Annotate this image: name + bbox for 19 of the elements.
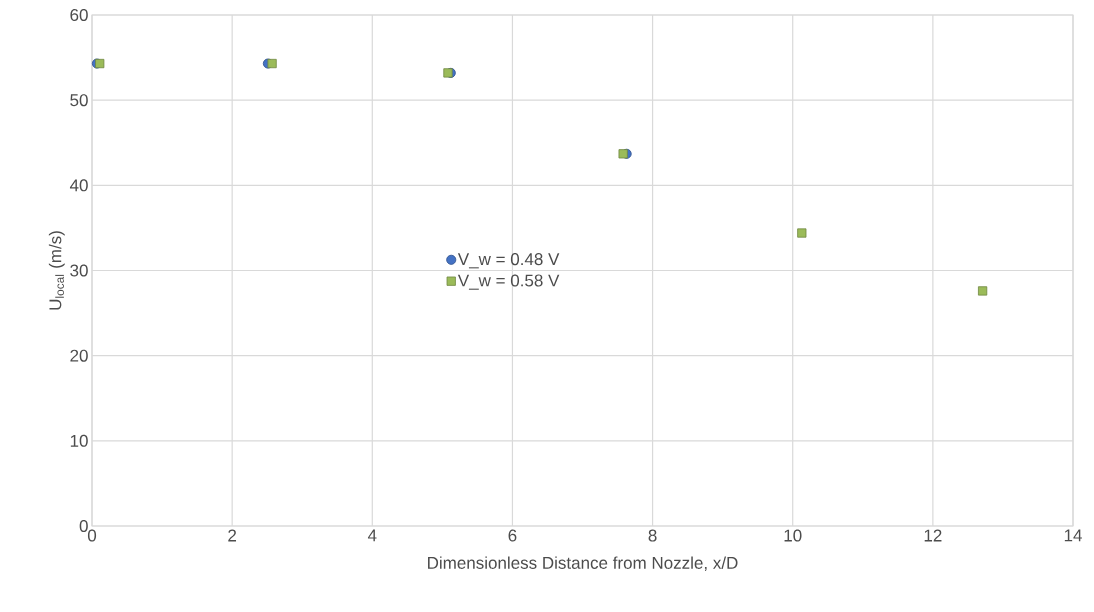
y-tick-label: 40 (69, 179, 88, 192)
x-tick-label: 6 (508, 529, 517, 542)
y-tick-label: 30 (70, 264, 88, 277)
y-tick-label: 10 (70, 434, 88, 447)
legend-label: V_w = 0.48 V (457, 253, 560, 269)
y-tick-label: 20 (70, 349, 88, 362)
x-tick-label: 14 (1064, 529, 1082, 542)
x-tick-label: 0 (87, 529, 97, 542)
legend-label: V_w = 0.58 V (457, 274, 560, 290)
x-axis-title: Dimensionless Distance from Nozzle, x/D (428, 556, 738, 571)
y-tick-label: 50 (70, 94, 88, 107)
x-tick-label: 2 (228, 529, 237, 542)
x-tick-label: 10 (784, 529, 802, 542)
x-tick-label: 12 (924, 529, 942, 542)
y-tick-label: 60 (70, 8, 88, 22)
x-tick-label: 4 (367, 529, 377, 542)
y-axis-title: U$_{local}$ (m/s) (48, 231, 65, 310)
x-tick-label: 8 (648, 529, 657, 542)
y-tick-label: 0 (79, 519, 88, 533)
